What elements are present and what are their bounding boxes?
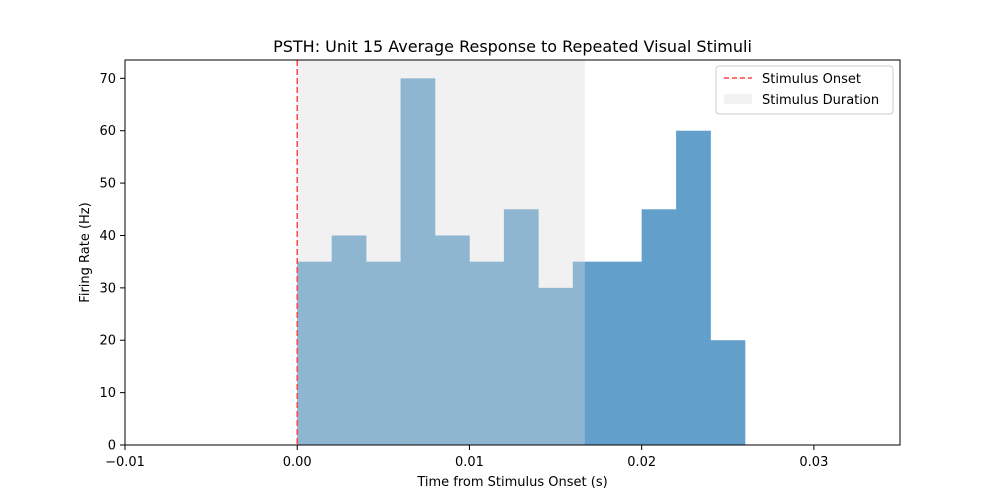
plot-frame xyxy=(124,59,901,446)
legend-onset-label: Stimulus Onset xyxy=(762,72,861,87)
x-axis-label: Time from Stimulus Onset (s) xyxy=(416,475,607,490)
histogram-bar xyxy=(297,261,332,445)
histogram-bar xyxy=(435,235,470,445)
y-tick-label: 30 xyxy=(99,281,116,296)
chart-title: PSTH: Unit 15 Average Response to Repeat… xyxy=(273,37,752,56)
bars-layer xyxy=(297,78,746,445)
y-tick-label: 70 xyxy=(99,72,116,87)
x-tick-label: 0.00 xyxy=(283,455,312,470)
y-tick-label: 20 xyxy=(99,334,116,349)
histogram-bar xyxy=(710,340,746,445)
legend-box xyxy=(715,65,894,115)
x-tick-label: 0.02 xyxy=(627,455,656,470)
histogram-bar xyxy=(366,261,401,445)
y-tick-label: 60 xyxy=(99,124,116,139)
histogram-bar xyxy=(331,235,367,445)
x-tick-label: 0.01 xyxy=(455,455,484,470)
x-tick-label: −0.01 xyxy=(105,455,145,470)
histogram-bar xyxy=(676,130,711,445)
y-axis-label: Firing Rate (Hz) xyxy=(78,202,93,302)
histogram-bar xyxy=(503,209,539,445)
x-tick-label: 0.03 xyxy=(799,455,828,470)
histogram-bar xyxy=(572,261,608,445)
x-axis-ticks: −0.01 0.00 0.01 0.02 0.03 xyxy=(105,445,828,470)
legend: Stimulus Onset Stimulus Duration xyxy=(715,65,894,115)
y-tick-label: 10 xyxy=(99,386,116,401)
stimulus-duration-shade xyxy=(297,60,585,445)
legend-duration-label: Stimulus Duration xyxy=(762,93,879,108)
y-tick-label: 40 xyxy=(99,229,116,244)
legend-duration-swatch xyxy=(724,94,752,104)
histogram-bar xyxy=(469,261,505,445)
histogram-bar xyxy=(607,261,642,445)
y-tick-label: 50 xyxy=(99,177,116,192)
histogram-bar xyxy=(400,78,436,445)
histogram-bar xyxy=(641,209,677,445)
y-tick-label: 0 xyxy=(108,439,116,454)
y-axis-ticks: 0 10 20 30 40 50 60 70 xyxy=(99,72,125,454)
histogram-bar xyxy=(538,287,574,445)
